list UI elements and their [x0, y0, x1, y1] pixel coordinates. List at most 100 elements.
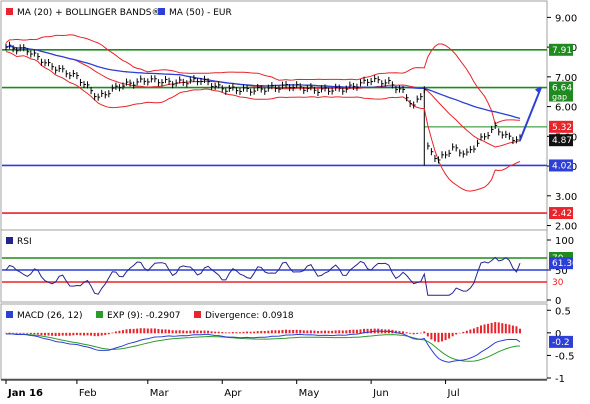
bollinger-upper [5, 34, 521, 125]
macd-divergence-bar [192, 330, 195, 334]
value-label-bg-4 [549, 159, 573, 172]
macd-divergence-bar [210, 331, 213, 334]
value-label-bg-8 [549, 257, 573, 270]
value-label-0: 7.91 [552, 46, 572, 56]
macd-divergence-bar [139, 328, 142, 334]
price-bars [5, 41, 542, 164]
macd-divergence-bar [370, 328, 373, 334]
macd-divergence-bar [5, 332, 7, 334]
rsi-y-tick-label-0: 100 [555, 236, 574, 247]
macd-divergence-bar [469, 329, 472, 334]
x-tick-label-4: May [299, 388, 320, 399]
macd-divergence-bar [519, 328, 521, 334]
macd-divergence-bar [285, 329, 288, 334]
rsi-legend: RSI [6, 237, 32, 247]
macd-divergence-bar [412, 332, 415, 335]
legend-label-ma50: MA (50) - EUR [169, 8, 232, 18]
macd-signal-line [6, 333, 521, 362]
macd-divergence-bar [171, 330, 174, 334]
macd-divergence-bar [316, 330, 319, 334]
macd-divergence-bar [465, 330, 468, 334]
value-label-bg-1 [549, 81, 573, 102]
ma50-line [5, 45, 521, 120]
macd-divergence-bar [490, 322, 493, 334]
macd-divergence-bar [327, 330, 330, 334]
macd-divergence-bar [86, 332, 89, 336]
macd-divergence-bar [511, 325, 514, 334]
macd-y-tick-label-1: 0 [555, 329, 561, 340]
macd-divergence-bar [398, 331, 401, 334]
macd-divergence-bar [132, 328, 135, 334]
main-level-lines [2, 48, 547, 214]
macd-divergence-bar [54, 332, 57, 337]
macd-divergence-bar [196, 330, 199, 334]
macd-divergence-bar [508, 324, 511, 334]
macd-divergence-bar [168, 329, 171, 334]
macd-divergence-bar [277, 330, 280, 334]
macd-divergence-bar [263, 331, 266, 334]
macd-divergence-bar [394, 330, 397, 334]
macd-divergence-bar [402, 331, 405, 334]
macd-divergence-bar [426, 332, 429, 337]
value-label-bg-9 [549, 335, 573, 348]
macd-divergence-bar [100, 332, 103, 336]
macd-divergence-bar [345, 330, 348, 334]
macd-divergence-bar [359, 329, 362, 334]
macd-divergence-bar [292, 329, 295, 334]
macd-line [5, 330, 521, 363]
macd-divergence-bar [494, 322, 497, 334]
rsi-layer [2, 256, 547, 296]
macd-divergence-bar [405, 332, 408, 334]
macd-divergence-bar [299, 329, 302, 334]
rsi-panel-frame [0, 229, 548, 303]
legend-label-ma20: MA (20) + BOLLINGER BANDS® [17, 8, 161, 18]
macd-divergence-bar [157, 328, 160, 334]
macd-divergence-bar [72, 332, 75, 336]
macd-divergence-bar [104, 332, 107, 335]
x-tick-label-5: Jun [372, 388, 389, 399]
value-label-4: 4.02 [552, 161, 572, 171]
macd-divergence-bar [136, 328, 139, 334]
macd-divergence-bar [363, 328, 366, 334]
rsi-y-tick-label-1: 50 [555, 266, 568, 277]
macd-divergence-bar [348, 329, 351, 334]
macd-divergence-bar [185, 330, 188, 334]
macd-divergence-bar [93, 332, 96, 337]
macd-divergence-bar [487, 323, 490, 334]
macd-divergence-bar [22, 332, 25, 334]
ma20-line [5, 45, 521, 148]
macd-divergence-bar [224, 332, 227, 334]
macd-divergence-bar [253, 331, 256, 334]
macd-divergence-bar [58, 332, 61, 336]
macd-divergence-bar [451, 332, 454, 337]
value-label-5: 2.42 [552, 209, 572, 219]
macd-divergence-bar [306, 330, 309, 334]
macd-divergence-bar [160, 329, 163, 334]
macd-divergence-bar [281, 329, 284, 334]
value-label-bg-0 [549, 43, 573, 56]
macd-divergence-bar [68, 332, 71, 336]
macd-divergence-bar [231, 332, 234, 334]
legend-label-divergence: Divergence: 0.0918 [205, 311, 294, 321]
legend-label-rsi: RSI [17, 237, 32, 247]
macd-divergence-bar [238, 332, 241, 334]
macd-divergence-bar [320, 330, 323, 334]
macd-divergence-bar [61, 332, 64, 336]
macd-divergence-bar [114, 331, 117, 334]
legend-label-macd: MACD (26, 12) [17, 311, 83, 321]
macd-divergence-bar [444, 332, 447, 341]
macd-legend: MACD (26, 12) EXP (9): -0.2907 Divergenc… [6, 311, 294, 321]
macd-divergence-bar [309, 330, 312, 334]
macd-divergence-bar [111, 332, 114, 334]
macd-divergence-bar [214, 331, 217, 334]
x-tick-label-3: Apr [224, 388, 242, 399]
macd-divergence-bar [267, 330, 270, 334]
macd-y-tick-label-2: -0.5 [555, 351, 575, 362]
macd-divergence-bar [246, 331, 249, 334]
macd-divergence-bar [75, 332, 78, 336]
macd-divergence-bar [437, 332, 440, 343]
legend-swatch-exp [96, 311, 103, 318]
rsi-y-tick-label-2: 0 [555, 296, 561, 307]
